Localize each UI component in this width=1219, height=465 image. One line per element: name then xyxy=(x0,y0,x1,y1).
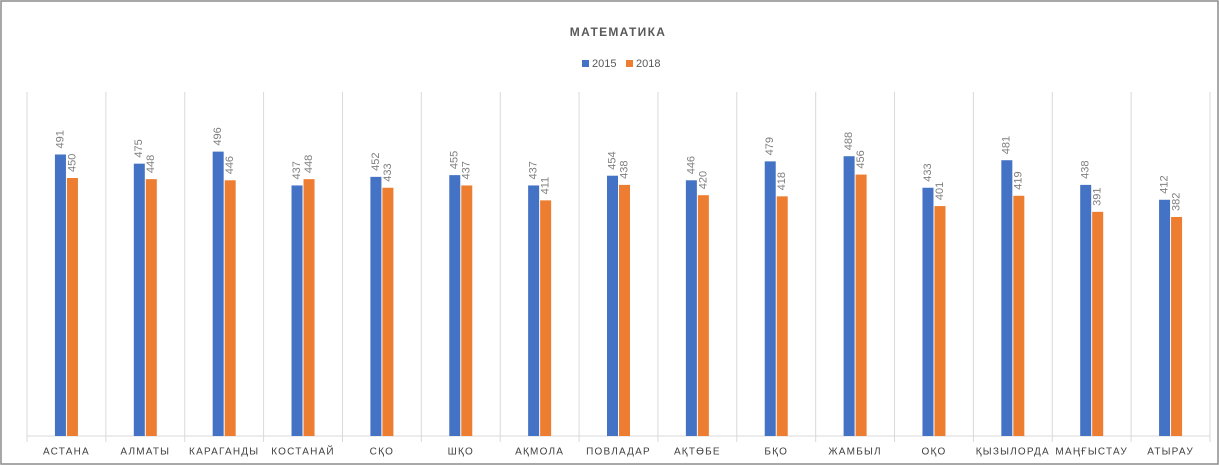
data-label: 481 xyxy=(1001,136,1013,154)
x-tick-label: АЛМАТЫ xyxy=(120,447,170,458)
data-label: 452 xyxy=(370,152,382,170)
legend-label: 2018 xyxy=(636,58,660,70)
data-label: 437 xyxy=(291,161,303,179)
bar xyxy=(1013,195,1025,436)
bar xyxy=(776,196,788,436)
x-tick-label: КОСТАНАЙ xyxy=(271,445,335,458)
bar xyxy=(922,187,934,436)
x-tick-label: АҚТӨБЕ xyxy=(674,447,721,458)
x-tick-label: БҚО xyxy=(764,447,788,458)
bar xyxy=(1171,216,1183,436)
bar xyxy=(685,180,697,436)
data-label: 437 xyxy=(461,161,473,179)
bar xyxy=(291,185,303,436)
data-label: 401 xyxy=(934,182,946,200)
data-label: 496 xyxy=(212,127,224,145)
data-label: 450 xyxy=(66,154,78,172)
data-label: 433 xyxy=(922,163,934,181)
bar xyxy=(1159,199,1171,436)
bar xyxy=(619,184,630,436)
bar xyxy=(303,179,315,436)
data-label: 488 xyxy=(843,132,855,150)
x-tick-label: СҚО xyxy=(370,447,394,458)
bar xyxy=(540,200,552,436)
data-label: 419 xyxy=(1013,171,1025,189)
data-label: 456 xyxy=(855,150,867,168)
data-label: 455 xyxy=(449,151,461,169)
bar xyxy=(1092,211,1104,436)
data-label: 418 xyxy=(776,172,788,190)
bar xyxy=(843,156,855,437)
data-label: 437 xyxy=(528,161,540,179)
data-label: 446 xyxy=(224,156,236,174)
bar xyxy=(697,195,709,436)
data-label: 411 xyxy=(540,177,552,195)
data-label: 448 xyxy=(145,155,157,173)
data-label: 438 xyxy=(1080,161,1092,179)
bar xyxy=(607,175,618,436)
bar xyxy=(764,161,776,436)
legend-label: 2015 xyxy=(592,58,616,70)
bar xyxy=(934,206,946,436)
bar xyxy=(145,179,157,436)
x-tick-label: ПОВЛАДАР xyxy=(586,447,651,458)
legend-swatch xyxy=(626,60,633,67)
data-label: 446 xyxy=(685,156,697,174)
x-tick-label: ОҚО xyxy=(921,447,946,458)
x-tick-label: ЖАМБЫЛ xyxy=(828,447,881,458)
bar xyxy=(370,176,382,436)
data-label: 391 xyxy=(1092,187,1104,205)
chart-title: МАТЕМАТИКА xyxy=(570,25,666,39)
x-tick-label: МАҢҒЫСТАУ xyxy=(1055,447,1128,458)
bar xyxy=(855,174,867,436)
bar xyxy=(66,178,78,436)
bar xyxy=(224,180,236,436)
bar xyxy=(54,154,66,436)
data-label: 479 xyxy=(764,137,776,155)
data-label: 412 xyxy=(1158,175,1170,193)
data-label: 420 xyxy=(697,171,709,189)
x-tick-label: АҚМОЛА xyxy=(515,447,564,458)
data-label: 491 xyxy=(54,130,66,148)
x-tick-label: АТЫРАУ xyxy=(1147,447,1194,458)
bar xyxy=(382,187,394,436)
bar xyxy=(133,163,145,436)
bar xyxy=(1001,160,1013,436)
bar xyxy=(449,175,461,436)
x-tick-label: ҚЫЗЫЛОРДА xyxy=(976,447,1050,458)
data-label: 438 xyxy=(618,161,630,179)
bar xyxy=(1080,184,1092,436)
bar xyxy=(212,151,224,437)
x-tick-label: ШҚО xyxy=(448,447,474,458)
legend-swatch xyxy=(582,60,589,67)
bar xyxy=(528,185,540,436)
data-label: 454 xyxy=(606,151,618,169)
x-tick-label: АСТАНА xyxy=(43,447,90,458)
bar xyxy=(461,185,473,436)
x-tick-label: КАРАГАНДЫ xyxy=(189,447,259,458)
data-label: 382 xyxy=(1170,193,1182,211)
data-label: 448 xyxy=(303,155,315,173)
data-label: 475 xyxy=(133,139,145,157)
data-label: 433 xyxy=(382,163,394,181)
